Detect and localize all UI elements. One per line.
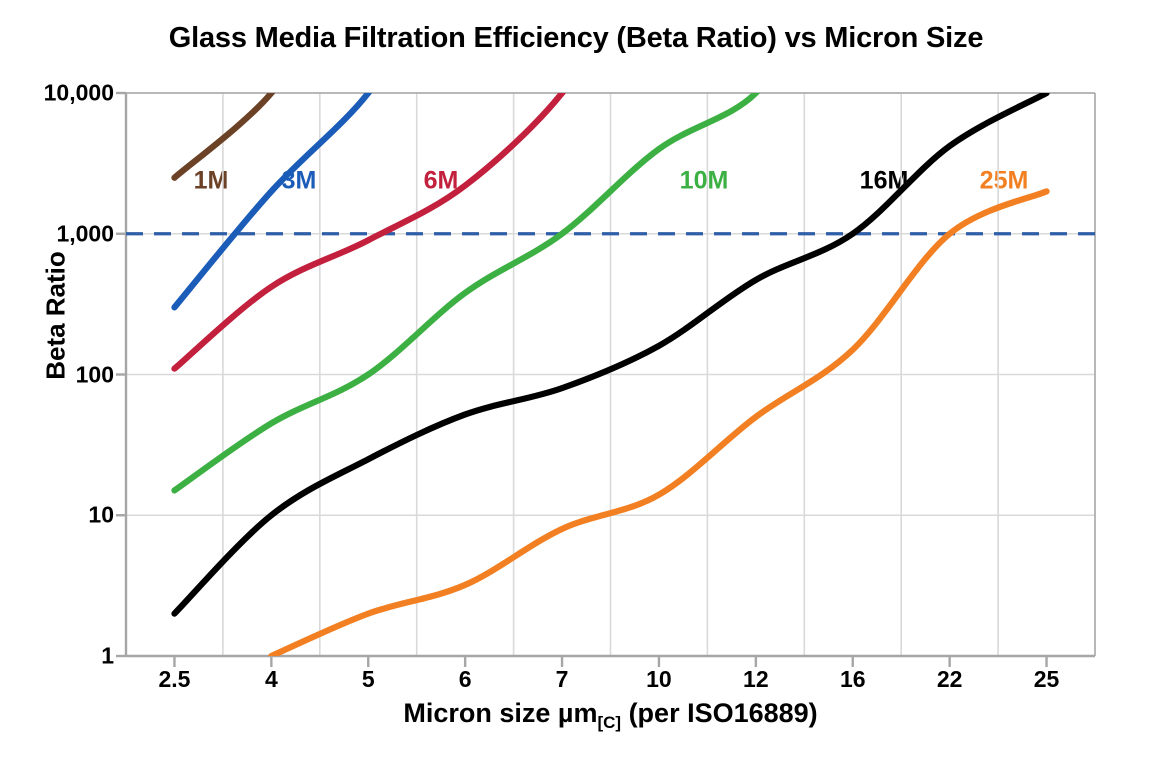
y-tick-label: 1 xyxy=(101,642,114,669)
chart-title: Glass Media Filtration Efficiency (Beta … xyxy=(168,22,984,54)
x-tick-label: 16 xyxy=(839,666,866,692)
series-label-10m: 10M xyxy=(679,166,729,195)
x-tick-label: 10 xyxy=(646,666,672,692)
x-axis-title: Micron size µm[C] (per ISO16889) xyxy=(126,698,1095,732)
x-tick-label: 5 xyxy=(361,666,375,692)
curve-16m xyxy=(171,93,1050,617)
curve-25m xyxy=(268,188,1050,656)
x-tick-label: 2.5 xyxy=(158,666,191,692)
axis-lines xyxy=(116,91,1096,667)
x-tick-label: 7 xyxy=(555,666,569,692)
x-axis-title-subscript: [C] xyxy=(597,713,622,732)
y-tick-label: 10 xyxy=(88,501,114,528)
curve-6m xyxy=(171,93,566,372)
data-curves xyxy=(171,93,1050,656)
x-tick-label: 4 xyxy=(264,666,278,692)
curve-3m xyxy=(171,93,373,311)
x-axis-title-main: Micron size µm xyxy=(403,698,598,728)
x-tick-label: 25 xyxy=(1033,666,1060,692)
curve-10m xyxy=(171,93,761,494)
x-axis-title-tail: (per ISO16889) xyxy=(621,698,818,728)
curve-1m xyxy=(171,93,276,181)
y-tick-label: 10,000 xyxy=(43,79,114,106)
y-tick-label: 100 xyxy=(75,361,114,387)
series-label-25m: 25M xyxy=(979,166,1029,195)
series-label-6m: 6M xyxy=(423,166,459,195)
x-tick-label: 6 xyxy=(458,666,472,692)
y-tick-label: 1,000 xyxy=(56,220,114,247)
x-tick-label: 12 xyxy=(743,666,769,692)
gridlines xyxy=(126,92,1095,657)
x-tick-label: 22 xyxy=(936,666,963,692)
